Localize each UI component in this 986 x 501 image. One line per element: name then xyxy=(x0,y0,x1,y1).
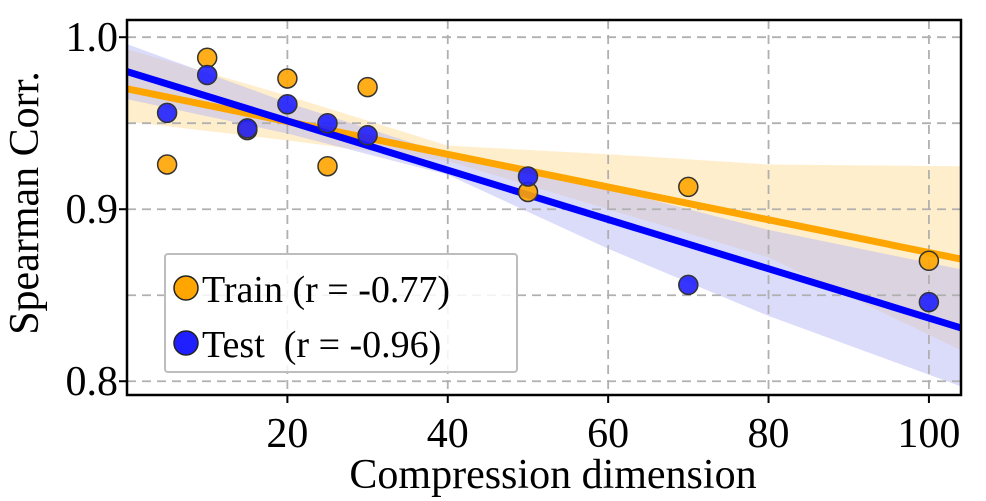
point-train xyxy=(156,154,178,175)
plot-frame xyxy=(125,18,963,397)
data-points xyxy=(156,47,940,313)
tick-labels: 20 40 60 80 100 0.8 0.9 1.0 xyxy=(66,15,961,457)
point-test xyxy=(517,166,539,187)
point-train xyxy=(357,76,378,98)
x-axis-title: Compression dimension xyxy=(349,452,756,498)
x-tick-label: 60 xyxy=(587,411,629,457)
point-test xyxy=(196,64,218,86)
legend: Train (r = -0.77) Test (r = -0.96) xyxy=(164,253,518,373)
x-tick-label: 20 xyxy=(266,411,308,457)
fit-line-test xyxy=(125,68,963,332)
legend-train-label: Train (r = -0.77) xyxy=(202,269,450,311)
x-tick-label: 80 xyxy=(748,411,790,457)
point-test xyxy=(918,291,940,313)
x-tick-label: 40 xyxy=(427,411,469,457)
legend-train-marker xyxy=(173,275,199,301)
legend-test-label: Test (r = -0.96) xyxy=(202,324,441,366)
point-test xyxy=(678,274,699,296)
point-test xyxy=(237,118,258,139)
point-train xyxy=(196,47,218,69)
y-tick-label: 0.8 xyxy=(66,359,119,405)
fit-lines xyxy=(125,68,963,332)
legend-test-marker xyxy=(173,330,199,356)
point-test xyxy=(317,112,338,134)
point-train xyxy=(918,250,940,272)
point-test xyxy=(357,125,378,146)
y-axis-title: Spearman Corr. xyxy=(2,71,48,335)
point-train xyxy=(317,155,338,177)
legend-box xyxy=(164,253,518,373)
point-train xyxy=(277,68,298,89)
axes xyxy=(119,18,963,403)
y-tick-label: 1.0 xyxy=(66,15,119,61)
point-test xyxy=(156,102,178,124)
y-tick-label: 0.9 xyxy=(66,187,119,233)
point-train xyxy=(678,176,699,198)
point-test xyxy=(277,94,298,115)
x-tick-label: 100 xyxy=(897,411,960,457)
